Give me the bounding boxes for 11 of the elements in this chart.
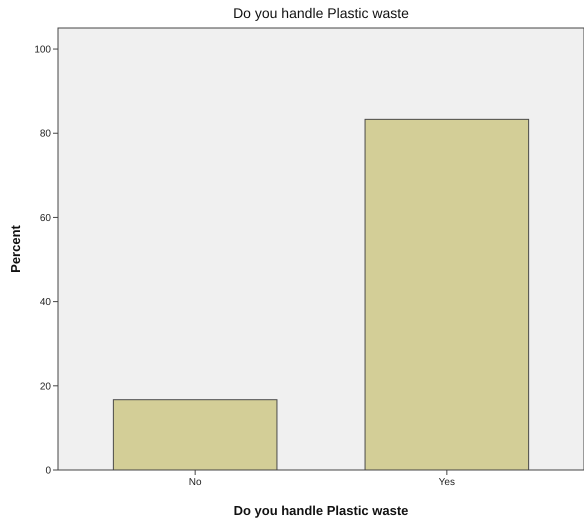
y-tick-label: 60 xyxy=(40,212,52,224)
x-tick-label: Yes xyxy=(438,477,455,488)
y-tick-label: 0 xyxy=(45,466,52,476)
y-tick-label: 80 xyxy=(40,128,52,140)
x-axis-title: Do you handle Plastic waste xyxy=(234,503,408,518)
x-tick-label: No xyxy=(188,477,202,488)
y-tick-label: 20 xyxy=(40,381,52,392)
y-tick-label: 40 xyxy=(40,297,52,308)
y-tick-label: 100 xyxy=(34,44,52,56)
y-axis-title: Percent xyxy=(8,224,23,273)
chart-title: Do you handle Plastic waste xyxy=(233,5,410,21)
